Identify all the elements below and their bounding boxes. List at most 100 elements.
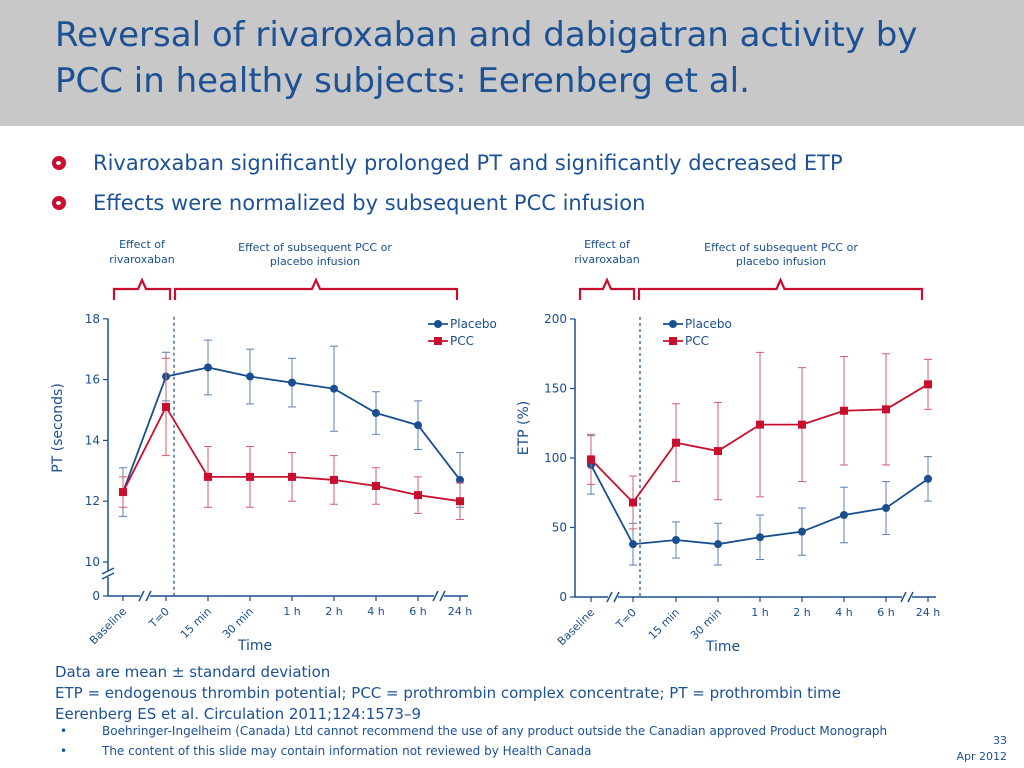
x-tick-label: 1 h <box>751 606 768 619</box>
y-tick-label: 0 <box>559 590 567 604</box>
data-point-pcc <box>204 472 212 481</box>
bracket-label: placebo infusion <box>736 255 826 268</box>
data-point-pcc <box>119 488 127 497</box>
x-tick-label: Baseline <box>87 605 129 647</box>
bullet-text: Rivaroxaban significantly prolonged PT a… <box>93 151 843 175</box>
legend-marker-pcc <box>669 337 677 345</box>
slide-title: Reversal of rivaroxaban and dabigatran a… <box>55 12 1015 104</box>
y-tick-label: 14 <box>85 433 100 447</box>
x-axis-break-mark <box>900 591 907 603</box>
x-axis-label: Time <box>237 638 272 654</box>
title-bar <box>0 0 1024 126</box>
bullet-item: Effects were normalized by subsequent PC… <box>52 190 1012 230</box>
data-point-placebo <box>924 474 932 483</box>
data-point-pcc <box>629 498 637 507</box>
legend-label: PCC <box>450 334 474 348</box>
y-tick-label: 200 <box>544 312 567 326</box>
x-tick-label: 15 min <box>646 606 682 642</box>
data-point-pcc <box>414 491 422 500</box>
x-axis-break-gap <box>608 593 618 601</box>
data-point-pcc <box>330 475 338 484</box>
data-point-pcc <box>587 455 595 464</box>
x-tick-label: 24 h <box>916 606 940 619</box>
legend-marker-placebo <box>434 320 442 328</box>
legend-label: Placebo <box>450 317 497 331</box>
x-axis-break-mark <box>145 590 152 602</box>
charts-area: Effect of rivaroxaban Effect of subsequent… <box>50 238 940 655</box>
bracket-label: Effect of <box>584 238 631 251</box>
bullet-item: Rivaroxaban significantly prolonged PT a… <box>52 150 1012 190</box>
bullet-icon <box>52 196 66 210</box>
x-axis-break-mark <box>907 591 914 603</box>
x-tick-label: T=0 <box>613 606 639 632</box>
bracket-label: Effect of <box>119 238 166 251</box>
data-point-pcc <box>372 482 380 490</box>
y-tick-label: 10 <box>85 555 100 569</box>
x-tick-label: 6 h <box>409 605 426 618</box>
data-point-placebo <box>840 510 848 519</box>
disclaimer: • Boehringer-Ingelheim (Canada) Ltd canno… <box>60 724 888 738</box>
data-point-placebo <box>288 378 296 387</box>
legend-marker-placebo <box>669 320 677 328</box>
data-point-pcc <box>288 472 296 481</box>
data-point-placebo <box>714 540 722 549</box>
data-point-pcc <box>882 405 890 414</box>
data-point-pcc <box>840 406 848 415</box>
page-number: 33 <box>993 734 1007 747</box>
legend-label: Placebo <box>685 317 732 331</box>
y-axis-break-mark <box>101 567 115 575</box>
data-point-placebo <box>672 536 680 545</box>
data-point-pcc <box>798 420 806 429</box>
slide-title-line-2: PCC in healthy subjects: Eerenberg et al… <box>55 61 750 101</box>
data-point-pcc <box>672 438 680 447</box>
y-axis-label: PT (seconds) <box>50 383 66 473</box>
data-point-placebo <box>629 540 637 549</box>
x-tick-label: 15 min <box>178 605 214 641</box>
bracket-label: rivaroxaban <box>574 253 639 266</box>
x-axis-break-gap <box>140 592 150 600</box>
data-point-pcc <box>162 402 170 411</box>
x-tick-label: 2 h <box>325 605 342 618</box>
data-point-pcc <box>456 497 464 506</box>
bracket <box>173 277 459 300</box>
x-tick-label: 4 h <box>367 605 384 618</box>
x-axis-break-mark <box>439 590 446 602</box>
bullet-icon <box>52 156 66 170</box>
bullet-text: Effects were normalized by subsequent PC… <box>93 191 646 215</box>
data-point-pcc <box>246 472 254 481</box>
x-axis-break-mark <box>432 590 439 602</box>
disclaimer: • The content of this slide may contain i… <box>60 744 592 758</box>
y-tick-label: 12 <box>85 494 100 508</box>
y-axis-break-gap <box>102 571 114 577</box>
x-tick-label: 24 h <box>448 605 472 618</box>
data-point-placebo <box>882 504 890 513</box>
x-axis-break-mark <box>613 591 620 603</box>
x-tick-label: 2 h <box>793 606 810 619</box>
x-axis-break-gap <box>434 592 444 600</box>
bracket-label: placebo infusion <box>270 255 360 268</box>
x-tick-label: 30 min <box>688 606 724 642</box>
y-tick-label: 16 <box>85 373 100 387</box>
bracket-label: Effect of subsequent PCC or <box>704 241 858 254</box>
y-tick-label: 150 <box>544 382 567 396</box>
y-tick-label: 50 <box>552 521 567 535</box>
x-tick-label: 4 h <box>835 606 852 619</box>
data-point-placebo <box>456 475 464 484</box>
disclaimer-text: Boehringer-Ingelheim (Canada) Ltd cannot… <box>102 724 888 738</box>
bracket <box>637 277 924 300</box>
x-tick-label: T=0 <box>146 605 172 631</box>
y-tick-label: 18 <box>85 312 100 326</box>
x-axis-label: Time <box>705 639 740 655</box>
data-point-placebo <box>246 372 254 381</box>
bracket-label: Effect of subsequent PCC or <box>238 241 392 254</box>
data-point-placebo <box>798 527 806 536</box>
y-tick-label: 100 <box>544 451 567 465</box>
x-tick-label: 30 min <box>220 605 256 641</box>
x-tick-label: 6 h <box>877 606 894 619</box>
x-tick-label: 1 h <box>283 605 300 618</box>
x-axis-break-mark <box>138 590 145 602</box>
y-tick-label: 0 <box>92 589 100 603</box>
data-point-pcc <box>924 380 932 389</box>
legend-label: PCC <box>685 334 709 348</box>
slide-date: Apr 2012 <box>956 750 1007 763</box>
